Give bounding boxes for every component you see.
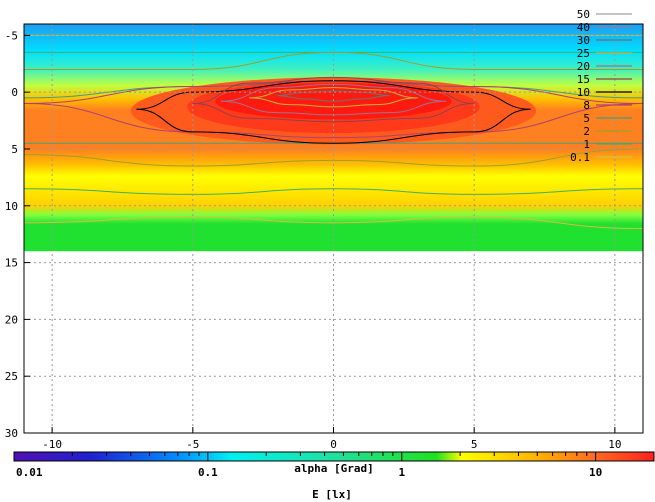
y-tick-label: 10 [5,200,18,213]
legend-label: 50 [577,8,590,21]
x-axis-label: alpha [Grad] [294,462,373,475]
contour-line [277,95,390,102]
x-tick-label: 5 [471,438,478,451]
legend-label: 0.1 [570,151,590,164]
colorbar-label: E [lx] [312,488,352,501]
x-tick-label: 0 [330,438,337,451]
contour-line [136,108,531,144]
y-tick-label: 5 [11,143,18,156]
contour-line [24,103,643,139]
legend-label: 25 [577,47,590,60]
y-tick-label: 30 [5,427,18,440]
y-tick-label: 20 [5,313,18,326]
colorbar: 0.01 0.1 1 10 [13,451,655,479]
contour-line [192,103,475,123]
legend-label: 10 [577,86,590,99]
colorbar-tick-label: 1 [398,466,405,479]
x-axis: -10 -5 0 5 10 [42,427,621,451]
legend-label: 15 [577,73,590,86]
legend-label: 8 [583,99,590,112]
y-axis: -5 0 5 10 15 20 25 30 [5,29,30,440]
contour-line [249,87,418,99]
contour-line [192,76,475,105]
contour-line [24,216,643,229]
colorbar-tick-label: 10 [589,466,602,479]
x-tick-label: -10 [42,438,62,451]
x-tick-label: -5 [186,438,199,451]
colorbar-ticks: 0.01 0.1 1 10 [13,452,655,479]
x-tick-label: 10 [608,438,621,451]
contour-line [24,188,643,195]
y-tick-label: 25 [5,370,18,383]
y-tick-label: -5 [5,29,18,42]
colorbar-gradient [13,451,655,462]
legend-label: 5 [583,112,590,125]
legend-label: 30 [577,34,590,47]
legend-label: 20 [577,60,590,73]
colorbar-tick-label: 0.1 [198,466,218,479]
contour-line [249,97,418,108]
legend-label: 40 [577,21,590,34]
legend-label: 2 [583,125,590,138]
contour-line [24,51,643,70]
contour-line [277,90,390,97]
legend-label: 1 [583,138,590,151]
y-tick-label: 15 [5,257,18,270]
y-tick-label: 0 [11,86,18,99]
colorbar-tick-label: 0.01 [16,466,43,479]
